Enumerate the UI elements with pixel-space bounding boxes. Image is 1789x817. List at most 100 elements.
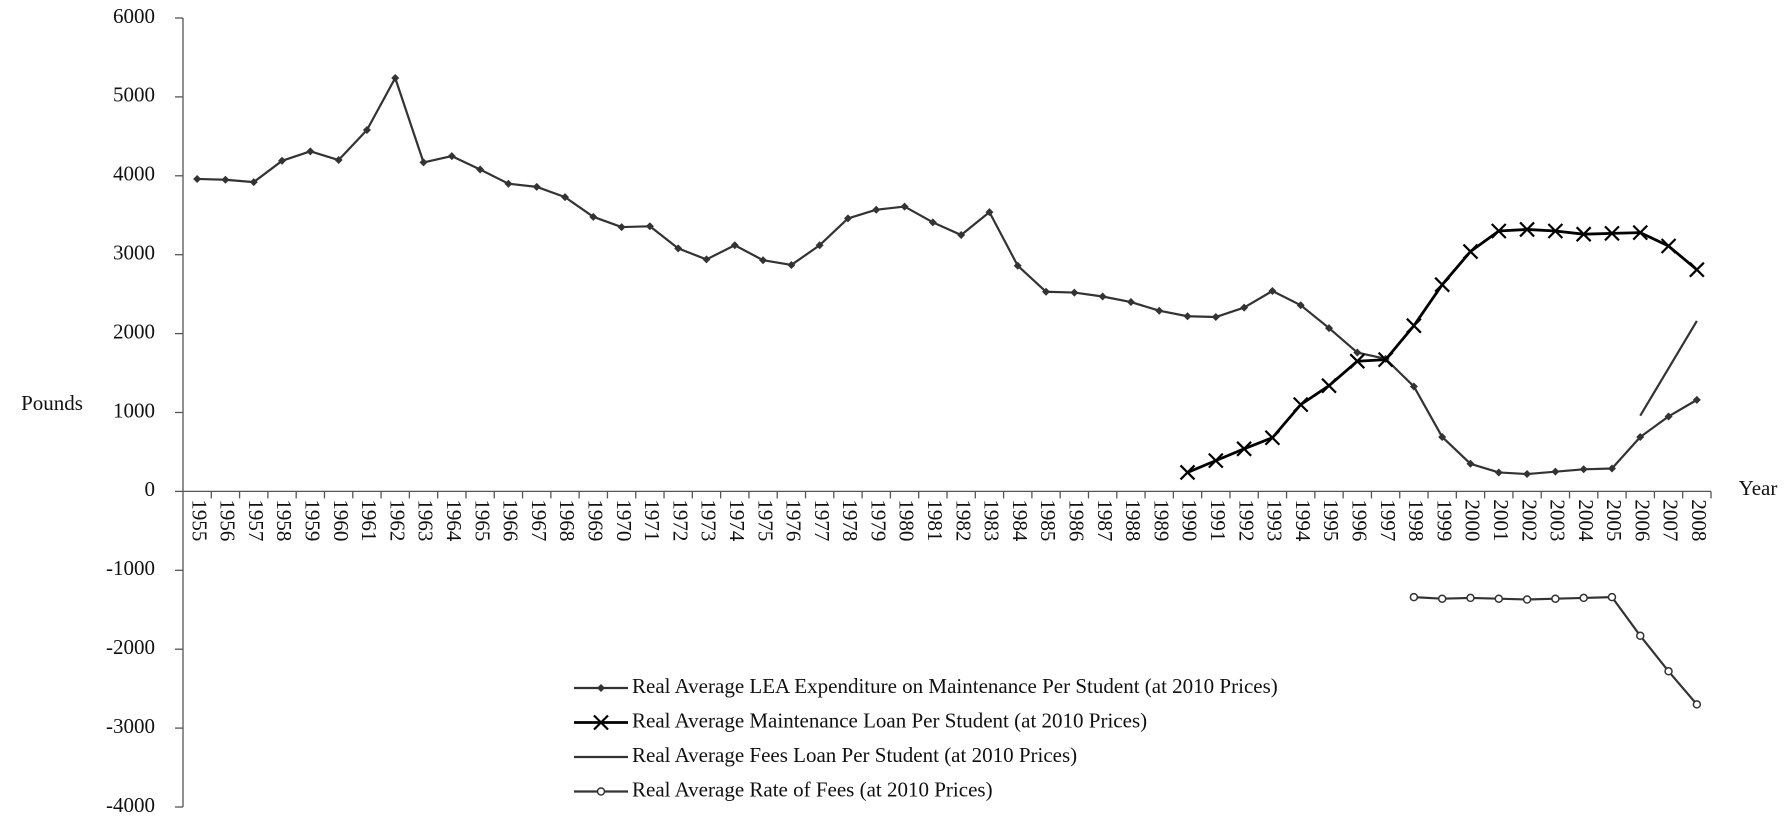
- x-tick-label: 2001: [1489, 499, 1513, 541]
- point: [1349, 353, 1366, 369]
- x-tick-label: 1972: [668, 499, 692, 541]
- y-tick-label: 4000: [113, 162, 155, 186]
- x-tick-label: 1984: [1008, 499, 1032, 542]
- point: [1575, 226, 1592, 242]
- point: [1377, 351, 1394, 368]
- x-tick-label: 1957: [244, 499, 268, 541]
- point: [1522, 595, 1532, 604]
- point: [193, 174, 202, 183]
- point: [1692, 395, 1701, 404]
- point: [928, 218, 937, 227]
- x-tick-label: 1998: [1404, 499, 1428, 541]
- legend-marker: [597, 684, 605, 692]
- x-tick-label: 1970: [612, 499, 636, 541]
- point: [476, 165, 485, 174]
- point: [1155, 306, 1164, 315]
- point: [504, 179, 513, 188]
- point: [1179, 464, 1196, 481]
- point: [1353, 348, 1362, 357]
- point: [589, 212, 598, 221]
- point: [843, 214, 852, 223]
- x-tick-label: 1967: [527, 499, 551, 541]
- point: [1438, 432, 1447, 441]
- point: [1211, 313, 1220, 322]
- point: [1406, 317, 1422, 334]
- legend-marker: [596, 787, 606, 796]
- x-tick-label: 1959: [301, 499, 325, 541]
- point: [1519, 221, 1535, 238]
- x-tick-label: 2004: [1574, 499, 1598, 542]
- y-tick-label: 0: [145, 477, 156, 501]
- y-tick-label: 1000: [113, 398, 155, 422]
- point: [1494, 594, 1504, 603]
- point: [1491, 223, 1507, 239]
- y-tick-label: 6000: [113, 4, 155, 28]
- x-tick-label: 1997: [1376, 499, 1400, 541]
- x-tick-label: 1964: [442, 499, 466, 542]
- x-tick-label: 1992: [1234, 499, 1258, 541]
- legend-label: Real Average Maintenance Loan Per Studen…: [632, 708, 1147, 732]
- point: [1604, 225, 1620, 242]
- point: [278, 156, 287, 165]
- point: [1126, 298, 1135, 307]
- point: [1466, 459, 1475, 468]
- point: [1664, 412, 1673, 421]
- point: [1434, 276, 1450, 293]
- point: [645, 222, 654, 231]
- point: [1208, 452, 1224, 469]
- point: [249, 178, 258, 187]
- y-tick-label: 3000: [113, 241, 155, 265]
- point: [1183, 312, 1192, 321]
- point: [872, 205, 881, 214]
- y-tick-label: -3000: [106, 714, 155, 738]
- point: [419, 158, 428, 167]
- point: [1632, 224, 1649, 241]
- x-tick-label: 1963: [414, 499, 438, 541]
- y-tick-label: -1000: [106, 556, 155, 580]
- point: [1551, 467, 1560, 476]
- point: [1462, 243, 1479, 260]
- x-tick-label: 2002: [1517, 499, 1541, 541]
- point: [221, 175, 230, 184]
- point: [1494, 468, 1503, 477]
- point: [447, 152, 456, 161]
- point: [1579, 593, 1588, 603]
- y-tick-label: -2000: [106, 635, 155, 659]
- x-tick-label: 2003: [1546, 499, 1570, 541]
- point: [1296, 301, 1305, 310]
- x-tick-label: 1968: [555, 499, 579, 541]
- point: [702, 255, 711, 264]
- x-tick-label: 1978: [838, 499, 862, 541]
- x-tick-label: 1980: [895, 499, 919, 541]
- point: [1607, 464, 1616, 473]
- point: [306, 147, 315, 156]
- x-tick-label: 2008: [1687, 499, 1711, 541]
- y-axis-label: Pounds: [21, 391, 83, 415]
- legend-label: Real Average Fees Loan Per Student (at 2…: [632, 743, 1077, 767]
- x-tick-label: 1990: [1178, 499, 1202, 541]
- x-tick-label: 1999: [1432, 499, 1456, 541]
- x-tick-label: 1973: [697, 499, 721, 541]
- series-line: [1639, 320, 1698, 417]
- x-tick-label: 1975: [753, 499, 777, 541]
- series-line: [197, 76, 1698, 476]
- x-tick-label: 1985: [1036, 499, 1060, 541]
- point: [900, 202, 909, 211]
- x-tick-label: 2007: [1659, 499, 1683, 541]
- point: [1042, 287, 1051, 296]
- x-tick-label: 1977: [810, 499, 834, 541]
- point: [1523, 470, 1532, 479]
- x-tick-label: 1956: [216, 499, 240, 541]
- x-tick-label: 1976: [782, 499, 806, 541]
- point: [362, 126, 371, 135]
- x-axis-label: Year: [1739, 476, 1778, 500]
- legend-label: Real Average Rate of Fees (at 2010 Price…: [632, 777, 993, 801]
- point: [1689, 261, 1705, 278]
- x-tick-label: 1996: [1347, 499, 1371, 541]
- x-tick-label: 2005: [1602, 499, 1626, 541]
- point: [1466, 593, 1475, 603]
- point: [391, 73, 400, 82]
- point: [1437, 594, 1447, 603]
- series-line: [1413, 596, 1698, 706]
